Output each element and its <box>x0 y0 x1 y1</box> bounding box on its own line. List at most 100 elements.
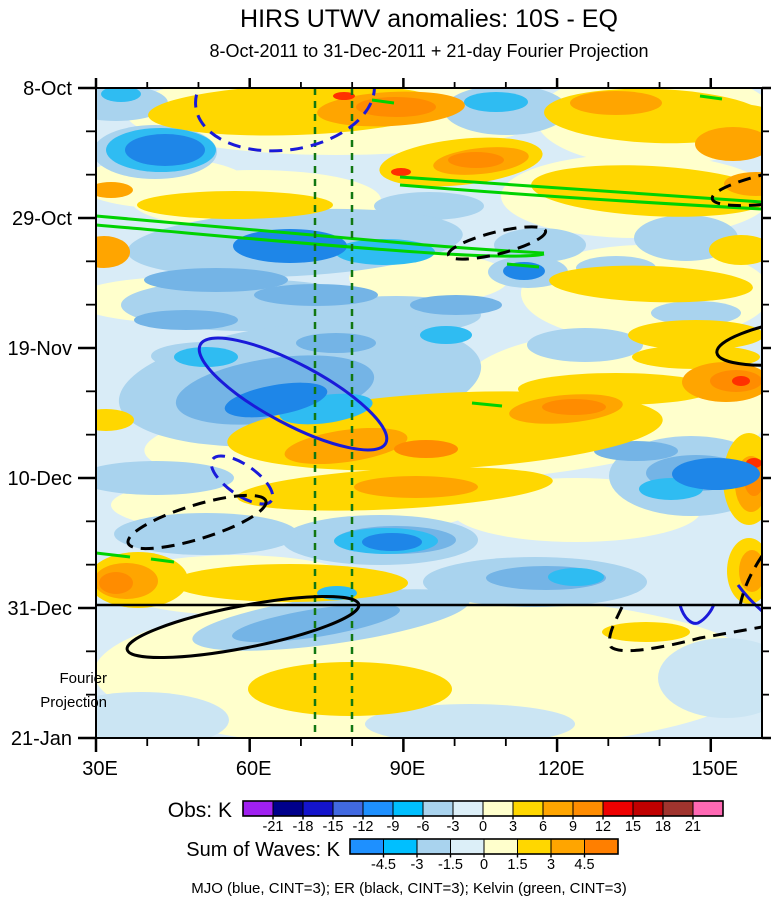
kelvin-wave-contour <box>399 175 762 204</box>
field-blob <box>114 513 298 555</box>
colorbar-segment <box>422 800 454 817</box>
field-blob <box>672 458 760 490</box>
axis-labels: 8-Oct 29-Oct 19-Nov 10-Dec 31-Dec 21-Jan 30E 60… <box>8 78 739 780</box>
mjo-contour <box>678 603 716 625</box>
field-blob <box>233 229 347 263</box>
y-axis-tick-label: 21-Jan <box>11 728 72 750</box>
field-blob <box>365 704 575 738</box>
waves-colorbar: -4.5 -3 -1.5 0 1.5 3 4.5 <box>349 838 619 873</box>
colorbar-tick-label: 15 <box>625 819 641 835</box>
colorbar-tick-label: -3 <box>411 857 424 873</box>
field-blob <box>464 92 528 112</box>
field-blob <box>739 550 762 592</box>
field-blob <box>651 301 741 325</box>
field-blob <box>96 182 133 198</box>
colorbar-tick-label: -3 <box>447 819 460 835</box>
colorbar-segment <box>692 800 724 817</box>
kelvin-wave-contour <box>506 262 540 269</box>
x-axis-tick-label: 150E <box>691 758 738 780</box>
field-blob <box>144 268 288 292</box>
colorbar-segment <box>416 838 451 855</box>
chart-title: HIRS UTWV anomalies: 10S - EQ <box>240 5 618 33</box>
colorbar-tick-label: 1.5 <box>507 857 527 873</box>
colorbar-tick-label: 18 <box>655 819 671 835</box>
y-axis-tick-label: 19-Nov <box>8 338 72 360</box>
mjo-contour <box>736 584 762 613</box>
colorbar-segment <box>550 838 585 855</box>
wave-contours <box>96 88 762 738</box>
colorbar-tick-label: -9 <box>387 819 400 835</box>
colorbar-tick-label: 0 <box>479 819 487 835</box>
colorbar-tick-label: 21 <box>685 819 701 835</box>
field-blob <box>548 568 604 586</box>
field-blob <box>172 564 408 602</box>
colorbar-segment <box>662 800 694 817</box>
field-blob <box>96 461 234 495</box>
plot-frame <box>95 87 763 739</box>
field-blob <box>527 328 643 362</box>
er-contour <box>446 225 548 261</box>
field-blob <box>96 409 134 431</box>
x-axis-tick-label: 90E <box>390 758 426 780</box>
colorbar-segment <box>572 800 604 817</box>
field-blob <box>531 165 762 217</box>
er-contour <box>608 606 762 653</box>
field-blob <box>96 236 130 268</box>
field-blob <box>137 191 333 219</box>
field-blob <box>254 284 378 306</box>
field-blob <box>695 127 762 161</box>
colorbar-tick-label: 0 <box>480 857 488 873</box>
field-blob <box>602 622 690 642</box>
field-blob <box>570 91 662 115</box>
field-blob <box>709 235 762 265</box>
colorbar-tick-label: 9 <box>569 819 577 835</box>
field-blob <box>101 88 141 102</box>
colorbar-segment <box>302 800 334 817</box>
field-blob <box>549 265 753 303</box>
colorbar-segment <box>242 800 274 817</box>
field-blob <box>658 638 762 718</box>
field-blob <box>224 382 328 418</box>
waves-colorbar-label: Sum of Waves: K <box>186 839 340 861</box>
field-blob <box>296 333 376 353</box>
field-blob <box>420 326 472 344</box>
colorbar-tick-label: 4.5 <box>574 857 594 873</box>
y-axis-tick-label: 29-Oct <box>12 208 72 230</box>
x-axis-tick-label: 120E <box>538 758 585 780</box>
field-blob <box>99 572 133 594</box>
colorbar-tick-label: -18 <box>293 819 314 835</box>
er-contour <box>710 160 762 208</box>
x-axis-tick-label: 30E <box>82 758 118 780</box>
colorbar-tick-label: -12 <box>353 819 374 835</box>
field-blob <box>542 399 606 415</box>
kelvin-wave-contour <box>699 94 723 101</box>
kelvin-wave-contour <box>150 557 175 564</box>
er-contour <box>738 555 762 607</box>
er-contour <box>126 493 268 551</box>
kelvin-wave-contour <box>96 223 545 258</box>
kelvin-wave-contour <box>399 183 762 211</box>
colorbar-segment <box>272 800 304 817</box>
field-blob <box>732 376 750 386</box>
colorbar-tick-label: -1.5 <box>438 857 463 873</box>
field-blob <box>628 320 762 350</box>
colorbar-segment <box>602 800 634 817</box>
colorbar-segment <box>584 838 619 855</box>
colorbar-segment <box>450 838 485 855</box>
er-contour <box>715 313 762 367</box>
field-blob <box>354 476 478 498</box>
colorbar-segment <box>482 800 514 817</box>
axis-ticks <box>78 78 771 752</box>
field-blob <box>96 692 229 738</box>
colorbar-segment <box>332 800 364 817</box>
colorbar-tick-label: -21 <box>263 819 284 835</box>
y-axis-tick-label: 8-Oct <box>23 78 72 100</box>
colorbar-segment <box>392 800 424 817</box>
x-axis-tick-label: 60E <box>236 758 272 780</box>
field-blob <box>391 168 411 176</box>
y-axis-tick-label: 31-Dec <box>8 598 72 620</box>
kelvin-wave-contour <box>371 98 395 105</box>
